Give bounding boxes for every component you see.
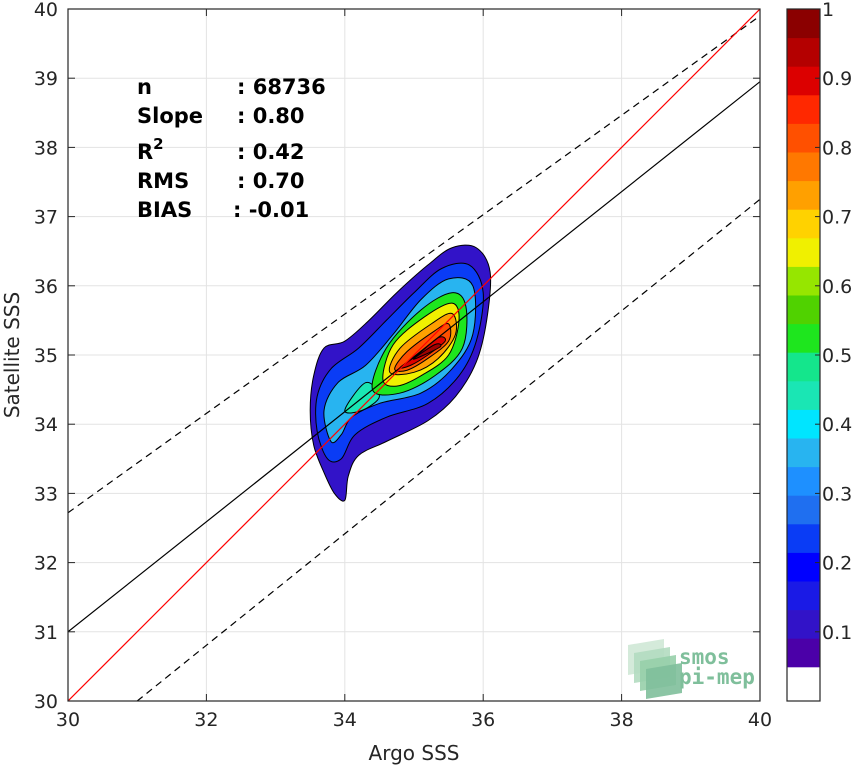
lower-bound-line: [136, 198, 760, 701]
stat-label: RMS: [137, 169, 189, 193]
stat-label-superscript: 2: [153, 135, 163, 153]
one-to-one-line: [68, 9, 760, 701]
colorbar-band: [787, 638, 820, 668]
y-tick-label: 34: [34, 414, 58, 436]
colorbar-tick-label: 0.3: [822, 483, 852, 505]
stat-label: n: [137, 75, 152, 99]
y-axis-label: Satellite SSS: [0, 292, 24, 418]
colorbar-band: [787, 66, 820, 96]
colorbar-band: [787, 123, 820, 153]
colorbar-band: [787, 237, 820, 267]
colorbar-band: [787, 295, 820, 325]
colorbar-tick-label: 0.2: [822, 553, 852, 575]
colorbar-band: [787, 552, 820, 582]
colorbar-band-blank: [787, 666, 820, 701]
logo-text-line2: pi-mep: [679, 665, 755, 689]
colorbar-tick-label: 0.9: [822, 68, 852, 90]
reference-lines: [68, 9, 760, 701]
upper-bound-line: [68, 15, 760, 514]
colorbar-band: [787, 438, 820, 468]
y-tick-label: 35: [34, 345, 58, 367]
stat-label: BIAS: [137, 198, 192, 222]
colorbar-band: [787, 352, 820, 382]
colorbar-tick-label: 0.5: [822, 345, 852, 367]
colorbar-tick-label: 0.7: [822, 207, 852, 229]
x-tick-label: 36: [471, 709, 495, 731]
x-axis-label: Argo SSS: [369, 741, 460, 765]
y-tick-label: 38: [34, 137, 58, 159]
stat-value: : 0.42: [237, 140, 305, 164]
colorbar-band: [787, 495, 820, 525]
colorbar-tick-label: 1: [822, 0, 834, 21]
stat-value: : -0.01: [233, 198, 309, 222]
y-tick-label: 31: [34, 622, 58, 644]
colorbar-band: [787, 380, 820, 410]
axis-ticks: 30 32 34 36 38 40 30 31 32 33 34 35 36 37 38 39 40: [34, 0, 772, 731]
y-tick-label: 36: [34, 276, 58, 298]
x-tick-label: 30: [56, 709, 80, 731]
x-tick-label: 38: [610, 709, 634, 731]
y-tick-label: 40: [34, 0, 58, 21]
y-tick-label: 33: [34, 483, 58, 505]
density-contour-1: [412, 343, 442, 360]
x-tick-label: 40: [748, 709, 772, 731]
regression-line: [68, 81, 760, 633]
x-tick-label: 32: [194, 709, 218, 731]
colorbar-band: [787, 409, 820, 439]
colorbar-tick-label: 0.6: [822, 276, 852, 298]
colorbar: 0.1 0.2 0.3 0.4 0.5 0.6 0.7 0.8 0.9 1: [786, 0, 852, 702]
colorbar-band: [787, 209, 820, 239]
y-tick-label: 32: [34, 553, 58, 575]
colorbar-band: [787, 266, 820, 296]
y-tick-label: 30: [34, 691, 58, 713]
stat-label: Slope: [137, 104, 203, 128]
colorbar-tick-label: 0.1: [822, 622, 852, 644]
colorbar-band: [787, 609, 820, 639]
colorbar-band: [787, 37, 820, 67]
colorbar-band: [787, 180, 820, 210]
density-contours: [309, 244, 492, 502]
logo-text-line1: smos: [679, 645, 730, 669]
colorbar-band: [787, 323, 820, 353]
colorbar-band: [787, 94, 820, 124]
colorbar-band: [787, 523, 820, 553]
y-tick-label: 37: [34, 207, 58, 229]
colorbar-tick-label: 0.4: [822, 414, 852, 436]
colorbar-band: [787, 9, 820, 39]
colorbar-tick-label: 0.8: [822, 137, 852, 159]
y-tick-label: 39: [34, 68, 58, 90]
density-contour-0-85: [394, 322, 452, 372]
colorbar-band: [787, 466, 820, 496]
stat-value: : 0.70: [237, 169, 305, 193]
stat-value: : 0.80: [237, 104, 305, 128]
x-tick-label: 34: [333, 709, 357, 731]
colorbar-band: [787, 581, 820, 611]
colorbar-band: [787, 152, 820, 182]
stat-value: : 68736: [237, 75, 326, 99]
logo-layer: [646, 663, 682, 699]
